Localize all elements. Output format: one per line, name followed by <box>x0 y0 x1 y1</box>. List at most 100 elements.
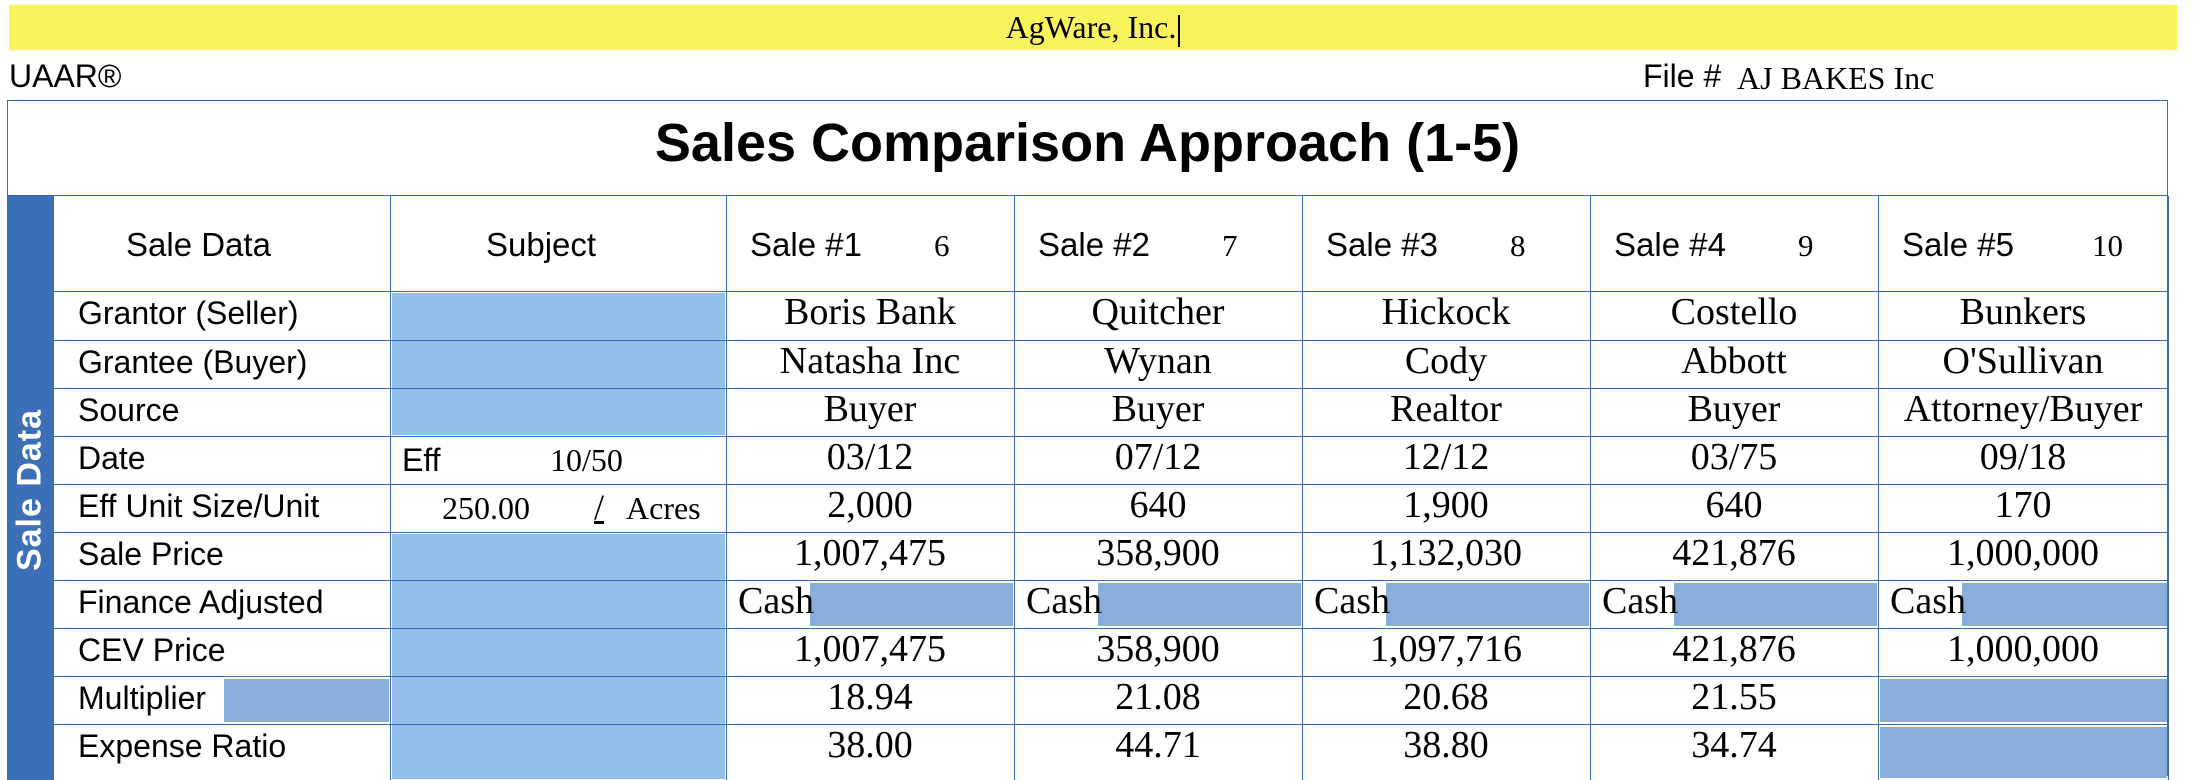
grid-hline <box>53 291 2168 292</box>
form-name: UAAR® <box>9 58 122 94</box>
sale5-expense-input[interactable] <box>1880 727 2167 778</box>
expense-ratio-value[interactable]: 38.00 <box>827 724 913 766</box>
subject-date-value[interactable]: 10/50 <box>550 442 623 478</box>
col-header-sale-4: Sale #4 <box>1614 226 1726 263</box>
grid-hline <box>53 676 2168 677</box>
subject-date-prefix: Eff <box>402 442 441 478</box>
col-header-sale-1: Sale #1 <box>750 226 862 263</box>
company-banner: AgWare, Inc. <box>9 5 2177 50</box>
sale-number-1: 6 <box>934 228 950 263</box>
cev-price-value[interactable]: 358,900 <box>1096 628 1220 670</box>
sale-number-2: 7 <box>1222 228 1238 263</box>
grid-vline <box>1590 196 1591 780</box>
expense-ratio-value[interactable]: 44.71 <box>1115 724 1201 766</box>
size-value[interactable]: 170 <box>1994 484 2052 526</box>
grid-vline <box>1014 196 1015 780</box>
row-label: Eff Unit Size/Unit <box>78 488 320 524</box>
finance-value[interactable]: Cash <box>738 580 814 622</box>
side-band <box>7 196 53 780</box>
cev-price-value[interactable]: 1,000,000 <box>1947 628 2099 670</box>
grantee-value[interactable]: O'Sullivan <box>1942 340 2104 382</box>
subject-size-unit[interactable]: Acres <box>626 490 701 526</box>
page-title: Sales Comparison Approach (1-5) <box>654 113 1521 173</box>
grantor-value[interactable]: Quitcher <box>1091 291 1225 333</box>
cev-price-value[interactable]: 421,876 <box>1672 628 1796 670</box>
grid-vline <box>390 196 391 780</box>
multiplier-value[interactable]: 21.55 <box>1691 676 1777 718</box>
source-value[interactable]: Buyer <box>1111 388 1205 430</box>
file-value[interactable]: AJ BAKES Inc <box>1737 60 1935 96</box>
text-cursor <box>1178 14 1181 47</box>
col-header-sale-5: Sale #5 <box>1902 226 2014 263</box>
source-value[interactable]: Buyer <box>1687 388 1781 430</box>
subject-size-separator: / <box>594 487 605 527</box>
finance-terms-input[interactable] <box>1386 583 1589 626</box>
grid-vline <box>2168 196 2169 780</box>
row-label: Grantor (Seller) <box>78 295 299 331</box>
sale-price-value[interactable]: 358,900 <box>1096 532 1220 574</box>
grantee-value[interactable]: Wynan <box>1104 340 1212 382</box>
grantee-value[interactable]: Abbott <box>1681 340 1787 382</box>
finance-terms-input[interactable] <box>1674 583 1877 626</box>
file-label: File # <box>1643 58 1722 94</box>
date-value[interactable]: 03/12 <box>826 436 914 478</box>
size-value[interactable]: 640 <box>1129 484 1187 526</box>
sale-data-table <box>7 195 2168 776</box>
grid-hline <box>53 724 2168 725</box>
subject-input-parties[interactable] <box>392 293 725 435</box>
sale5-multiplier-input[interactable] <box>1880 679 2167 722</box>
grantor-value[interactable]: Bunkers <box>1959 291 2087 333</box>
finance-terms-input[interactable] <box>810 583 1013 626</box>
finance-terms-input[interactable] <box>1962 583 2167 626</box>
side-label: Sale Data <box>10 408 49 572</box>
sale-price-value[interactable]: 1,000,000 <box>1947 532 2099 574</box>
grantee-value[interactable]: Cody <box>1404 340 1488 382</box>
sale-price-value[interactable]: 1,007,475 <box>794 532 946 574</box>
row-label: Sale Price <box>78 536 224 572</box>
finance-value[interactable]: Cash <box>1602 580 1678 622</box>
company-name: AgWare, Inc. <box>1005 9 1177 45</box>
grid-hline <box>53 340 2168 341</box>
row-label: Date <box>78 440 146 476</box>
grantor-value[interactable]: Boris Bank <box>783 291 957 333</box>
date-value[interactable]: 09/18 <box>1979 436 2067 478</box>
grid-hline <box>53 580 2168 581</box>
finance-terms-input[interactable] <box>1098 583 1301 626</box>
row-label: Source <box>78 392 180 428</box>
grantee-value[interactable]: Natasha Inc <box>779 340 961 382</box>
cev-price-value[interactable]: 1,007,475 <box>794 628 946 670</box>
expense-ratio-value[interactable]: 34.74 <box>1691 724 1777 766</box>
subject-input-price[interactable] <box>392 534 725 779</box>
row-label: Multiplier <box>78 680 207 716</box>
row-label: CEV Price <box>78 632 226 668</box>
grantor-value[interactable]: Costello <box>1670 291 1798 333</box>
sale-price-value[interactable]: 421,876 <box>1672 532 1796 574</box>
date-value[interactable]: 12/12 <box>1402 436 1490 478</box>
size-value[interactable]: 1,900 <box>1403 484 1489 526</box>
size-value[interactable]: 640 <box>1705 484 1763 526</box>
finance-value[interactable]: Cash <box>1026 580 1102 622</box>
multiplier-value[interactable]: 21.08 <box>1115 676 1201 718</box>
finance-value[interactable]: Cash <box>1314 580 1390 622</box>
cev-price-value[interactable]: 1,097,716 <box>1370 628 1522 670</box>
grantor-value[interactable]: Hickock <box>1381 291 1511 333</box>
sale-number-4: 9 <box>1798 228 1814 263</box>
multiplier-value[interactable]: 20.68 <box>1403 676 1489 718</box>
size-value[interactable]: 2,000 <box>827 484 913 526</box>
source-value[interactable]: Realtor <box>1390 388 1502 430</box>
grid-vline <box>726 196 727 780</box>
grid-vline <box>1302 196 1303 780</box>
finance-value[interactable]: Cash <box>1890 580 1966 622</box>
sale-number-3: 8 <box>1510 228 1526 263</box>
grid-hline <box>53 532 2168 533</box>
multiplier-value[interactable]: 18.94 <box>827 676 913 718</box>
sale-price-value[interactable]: 1,132,030 <box>1370 532 1522 574</box>
expense-ratio-value[interactable]: 38.80 <box>1403 724 1489 766</box>
grid-vline <box>1878 196 1879 780</box>
date-value[interactable]: 03/75 <box>1690 436 1778 478</box>
source-value[interactable]: Attorney/Buyer <box>1903 388 2143 430</box>
subject-size-value[interactable]: 250.00 <box>442 490 530 526</box>
date-value[interactable]: 07/12 <box>1114 436 1202 478</box>
multiplier-input[interactable] <box>224 679 389 722</box>
source-value[interactable]: Buyer <box>823 388 917 430</box>
